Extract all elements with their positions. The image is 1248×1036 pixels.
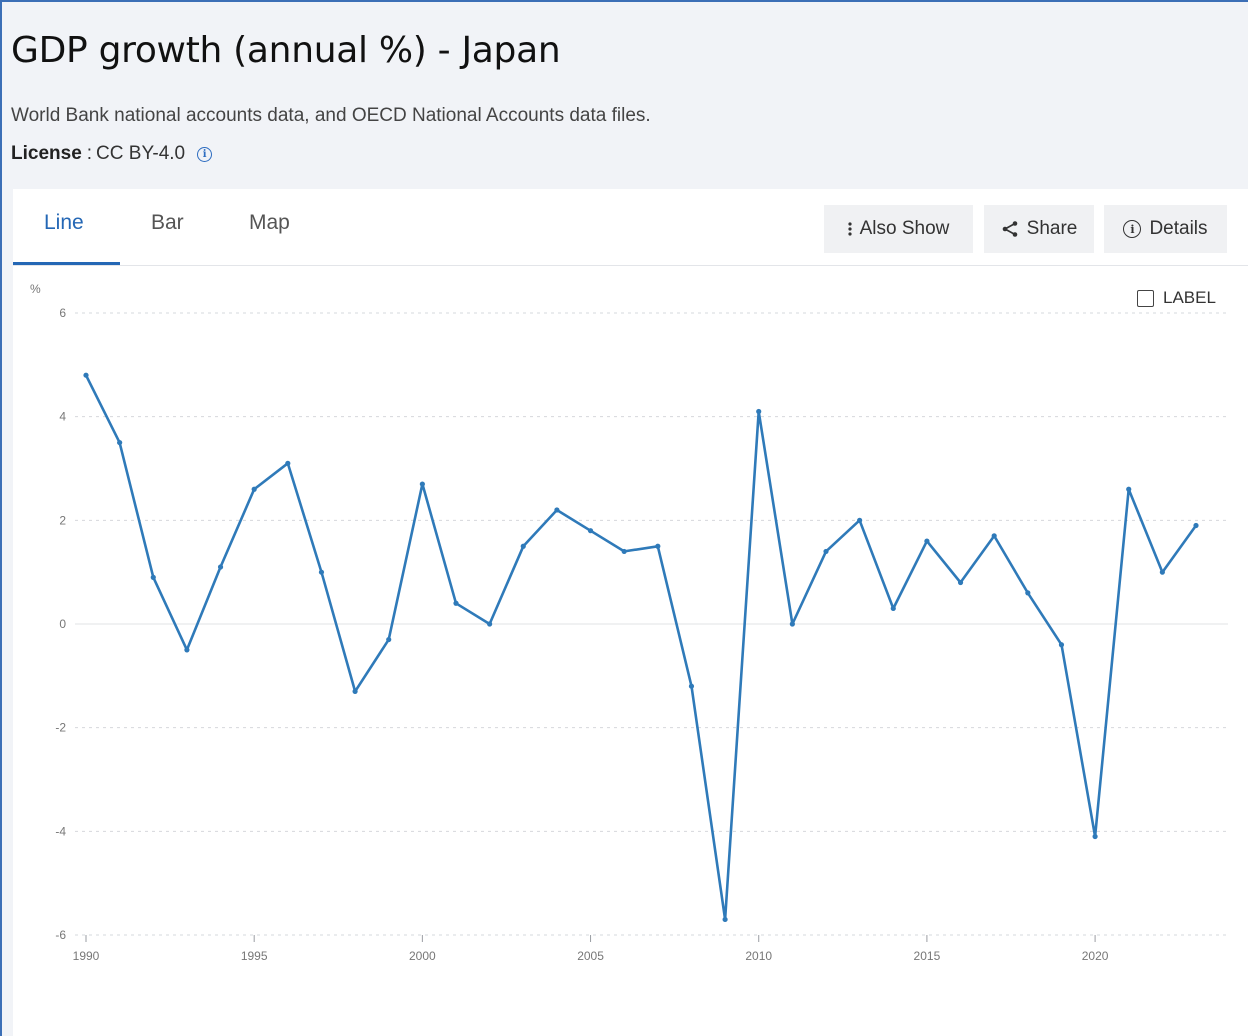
y-tick-label: -2: [55, 721, 66, 735]
data-point[interactable]: [587, 528, 594, 534]
data-point[interactable]: [688, 683, 695, 689]
license-row: License : CC BY-4.0 i: [11, 143, 213, 165]
y-tick-label: 0: [59, 617, 66, 631]
data-point[interactable]: [352, 688, 358, 694]
label-toggle[interactable]: LABEL: [1137, 288, 1216, 308]
data-point[interactable]: [318, 569, 325, 575]
y-tick-label: 2: [59, 513, 66, 527]
data-point[interactable]: [1193, 522, 1199, 529]
data-point[interactable]: [1092, 833, 1098, 840]
y-tick-label: -4: [55, 824, 66, 838]
label-toggle-text: LABEL: [1163, 288, 1216, 307]
also-show-label: Also Show: [859, 218, 950, 239]
x-tick-label: 2015: [914, 949, 941, 963]
data-point[interactable]: [655, 543, 661, 549]
data-point[interactable]: [150, 574, 156, 580]
page-title: GDP growth (annual %) - Japan: [11, 30, 561, 71]
data-point[interactable]: [924, 538, 930, 544]
data-point[interactable]: [285, 460, 291, 466]
y-tick-label: 6: [59, 306, 66, 320]
x-tick-label: 1995: [241, 949, 268, 963]
data-point[interactable]: [1058, 642, 1065, 648]
details-button[interactable]: i Details: [1104, 205, 1227, 253]
label-checkbox[interactable]: [1137, 289, 1154, 307]
data-point[interactable]: [386, 636, 392, 643]
license-label: License: [11, 143, 82, 164]
data-point[interactable]: [184, 647, 190, 653]
license-separator: :: [86, 143, 93, 164]
share-label: Share: [1026, 218, 1078, 239]
series-line: [84, 374, 1198, 921]
data-point[interactable]: [722, 916, 728, 923]
x-tick-label: 2010: [745, 949, 772, 963]
x-tick-label: 2005: [577, 949, 604, 963]
chart-gridlines: [75, 312, 1228, 936]
data-point[interactable]: [756, 408, 762, 415]
data-point[interactable]: [1025, 590, 1031, 596]
data-point[interactable]: [251, 486, 257, 492]
data-point[interactable]: [991, 533, 997, 539]
info-icon[interactable]: i: [197, 146, 213, 162]
tab-bar[interactable]: Bar: [151, 211, 184, 234]
license-value: CC BY-4.0: [96, 143, 186, 164]
share-icon: [1001, 220, 1019, 238]
chart-tabs: Line Bar Map Also Show Share i Details: [13, 189, 1248, 266]
data-point[interactable]: [621, 548, 627, 555]
data-point[interactable]: [1159, 569, 1165, 575]
y-tick-label: -6: [55, 928, 66, 942]
y-tick-label: 4: [59, 410, 66, 424]
also-show-button[interactable]: Also Show: [824, 205, 973, 253]
data-point[interactable]: [890, 605, 896, 612]
line-chart: % 6 4 2 0 -2 -4 -6 1990 1995 2000 2005 2010 2015 2020: [30, 282, 1228, 963]
data-point[interactable]: [453, 600, 459, 606]
data-point[interactable]: [217, 564, 224, 570]
share-button[interactable]: Share: [984, 205, 1094, 253]
details-label: Details: [1149, 218, 1208, 239]
data-point[interactable]: [857, 517, 863, 523]
data-point[interactable]: [789, 621, 795, 627]
data-point[interactable]: [554, 507, 560, 513]
data-point[interactable]: [419, 481, 425, 487]
x-tick-label: 1990: [73, 949, 100, 963]
more-vertical-icon: [848, 222, 852, 236]
x-tick-label: 2020: [1082, 949, 1109, 963]
chart-card: Line Bar Map Also Show Share i Details L…: [13, 189, 1248, 1036]
chart-axes: % 6 4 2 0 -2 -4 -6 1990 1995 2000 2005 2010 2015 2020: [30, 282, 1109, 963]
data-point[interactable]: [957, 579, 964, 586]
data-point[interactable]: [1126, 486, 1132, 492]
y-axis-unit-label: %: [30, 282, 41, 296]
data-point[interactable]: [520, 543, 526, 549]
active-tab-indicator: [13, 262, 120, 265]
tab-line[interactable]: Line: [44, 211, 84, 234]
data-point[interactable]: [823, 548, 829, 555]
x-tick-label: 2000: [409, 949, 436, 963]
data-point[interactable]: [117, 439, 123, 446]
tab-map[interactable]: Map: [249, 211, 290, 234]
data-point[interactable]: [83, 372, 89, 378]
data-point[interactable]: [487, 621, 493, 627]
series-points: [83, 372, 1199, 923]
details-info-icon: i: [1123, 220, 1142, 238]
source-description: World Bank national accounts data, and O…: [11, 105, 651, 126]
